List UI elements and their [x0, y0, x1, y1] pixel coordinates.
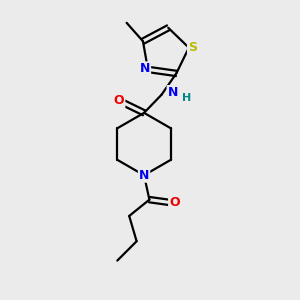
- Text: S: S: [188, 41, 197, 54]
- Text: O: O: [114, 94, 124, 107]
- Text: N: N: [167, 86, 178, 99]
- Text: N: N: [139, 169, 149, 182]
- Text: H: H: [182, 93, 191, 103]
- Text: O: O: [169, 196, 180, 209]
- Text: N: N: [140, 62, 150, 75]
